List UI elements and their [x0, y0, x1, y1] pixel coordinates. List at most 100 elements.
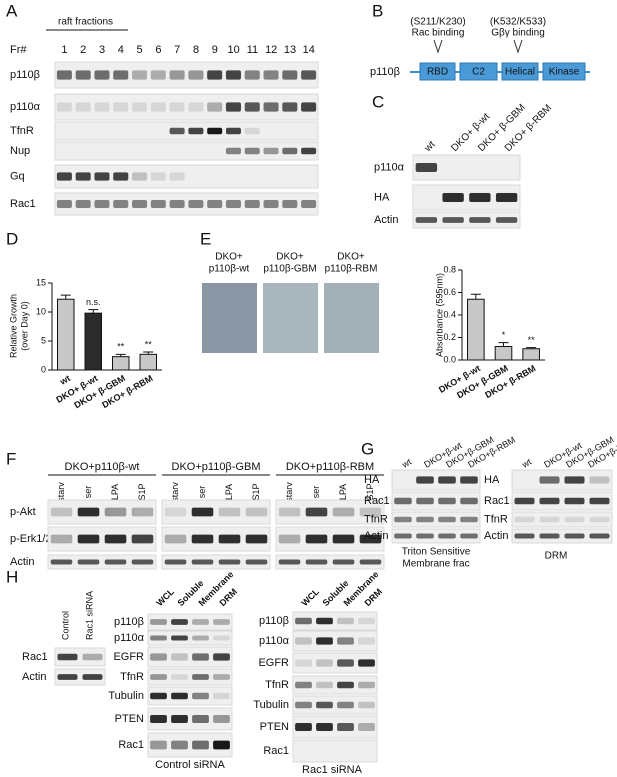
error-bar: [470, 293, 481, 300]
label: 11: [247, 44, 258, 56]
y-label: Absorbance (595nm): [434, 273, 444, 357]
label: 4: [118, 44, 124, 56]
blot-band: [218, 507, 241, 517]
blot-band: [131, 559, 154, 565]
blot-band: [150, 200, 166, 208]
blot-band: [56, 200, 72, 208]
blot-band: [188, 127, 204, 135]
blot-band: [495, 217, 518, 223]
label: wt: [519, 456, 533, 470]
label: starv: [56, 482, 66, 502]
label: Membrane frac: [402, 559, 469, 570]
y-tick-label: 0: [41, 364, 46, 374]
blot-band: [132, 172, 148, 181]
blot-band: [305, 507, 328, 517]
blot-strip: [147, 686, 233, 706]
blot-band: [295, 723, 312, 731]
blot-band: [244, 200, 260, 208]
well-image: [202, 283, 257, 353]
label: HA: [484, 474, 500, 486]
blot-band: [263, 70, 279, 80]
blot-band: [337, 681, 354, 689]
blot-strip: [292, 611, 378, 631]
blot-band: [332, 534, 355, 544]
label: Rac binding: [412, 28, 465, 39]
label: p110β-RBM: [325, 264, 378, 275]
blot-band: [301, 102, 317, 112]
blot-band: [278, 534, 301, 544]
bar: [494, 346, 513, 361]
blot-band: [316, 637, 333, 645]
label: p110α: [10, 101, 41, 113]
blot-band: [438, 516, 456, 523]
blot-band: [50, 559, 73, 565]
blot-strip: [391, 528, 481, 544]
blot-band: [358, 637, 375, 645]
significance: n.s.: [86, 297, 101, 307]
blot-strip: [54, 647, 106, 667]
label: DKO+ β-RBM: [503, 103, 554, 154]
label: p110β-wt: [209, 264, 250, 275]
blot-band: [94, 70, 110, 80]
label: ser: [311, 486, 321, 499]
label: 10: [227, 44, 239, 56]
label: 5: [137, 44, 143, 56]
blot-band: [207, 127, 223, 135]
blot-band: [188, 70, 204, 80]
pointer: [513, 39, 523, 54]
blot-band: [442, 217, 464, 223]
label: C2: [472, 67, 485, 78]
label: p110β: [10, 69, 40, 81]
blot-strip: [412, 211, 521, 229]
blot-band: [316, 681, 333, 689]
blot-band: [337, 637, 354, 645]
blot-band: [150, 674, 167, 680]
label: Rac1: [364, 495, 390, 507]
significance: **: [117, 342, 125, 352]
blot-band: [564, 533, 585, 539]
blot-band: [245, 507, 268, 517]
blot-band: [150, 102, 166, 112]
blot-band: [337, 701, 354, 709]
blot-band: [171, 715, 188, 723]
blot-band: [301, 70, 317, 80]
bar: [112, 356, 130, 371]
blot-strip: [292, 652, 378, 674]
blot-band: [104, 534, 127, 544]
label: Helical: [505, 67, 535, 78]
domain: [419, 62, 456, 81]
label: Actin: [364, 530, 388, 542]
label: S1P: [251, 483, 261, 500]
blot-band: [460, 533, 478, 539]
blot-band: [218, 559, 241, 565]
blot-strip: [147, 613, 233, 631]
panel-label: C: [372, 92, 384, 111]
blot-band: [438, 533, 456, 539]
blot-band: [469, 217, 491, 223]
blot-band: [169, 102, 185, 112]
label: TfnR: [10, 125, 34, 137]
blot-band: [359, 534, 382, 544]
blot-band: [301, 147, 317, 155]
y-tick-label: 0.6: [443, 287, 456, 297]
blot-band: [171, 653, 188, 661]
blot-band: [150, 635, 167, 641]
label: TfnR: [484, 513, 508, 525]
blot-band: [295, 659, 312, 667]
label: LPA: [338, 484, 348, 500]
label: HA: [374, 191, 390, 203]
label: Triton Sensitive: [402, 547, 471, 558]
blot-band: [150, 715, 167, 723]
label: Gβγ binding: [491, 28, 545, 39]
label: p110α: [374, 161, 405, 173]
label: HA: [364, 474, 380, 486]
blot-band: [278, 559, 301, 565]
label: EGFR: [258, 657, 289, 669]
blot-band: [244, 102, 260, 112]
blot-band: [244, 127, 260, 135]
label: Kinase: [549, 67, 580, 78]
label: starv: [284, 482, 294, 502]
error-bar: [88, 309, 99, 314]
blot-band: [213, 740, 230, 750]
